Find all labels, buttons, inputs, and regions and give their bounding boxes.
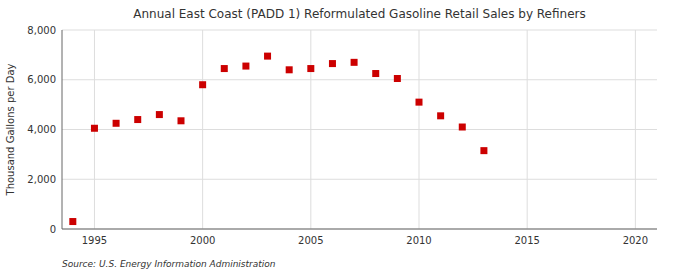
point — [437, 112, 444, 119]
y-tick-label: 4,000 — [27, 124, 56, 135]
point — [91, 125, 98, 132]
point — [394, 75, 401, 82]
x-tick-label: 2020 — [623, 235, 648, 246]
y-tick-label: 6,000 — [27, 74, 56, 85]
chart: Annual East Coast (PADD 1) Reformulated … — [0, 0, 675, 275]
x-grid-line — [202, 30, 203, 229]
x-grid-line — [527, 30, 528, 229]
y-grid-line — [62, 179, 657, 180]
x-grid-line — [419, 30, 420, 229]
point — [221, 65, 228, 72]
x-grid-line — [635, 30, 636, 229]
y-grid-line — [62, 79, 657, 80]
point — [199, 81, 206, 88]
x-tick-label: 2010 — [406, 235, 431, 246]
x-axis-line — [62, 229, 657, 230]
point — [286, 66, 293, 73]
x-tick-label: 1995 — [82, 235, 107, 246]
grid — [62, 30, 657, 229]
y-grid-line — [62, 30, 657, 31]
point — [416, 99, 423, 106]
y-axis-label: Thousand Gallons per Day — [5, 63, 16, 196]
point — [242, 63, 249, 70]
y-axis-line — [62, 30, 63, 229]
point — [156, 111, 163, 118]
source: Source: U.S. Energy Information Administ… — [62, 259, 276, 269]
y-grid-line — [62, 229, 657, 230]
point — [69, 218, 76, 225]
point — [178, 117, 185, 124]
point — [329, 60, 336, 67]
point — [307, 65, 314, 72]
point — [134, 116, 141, 123]
x-tick-label: 2015 — [514, 235, 539, 246]
x-tick-label: 2005 — [298, 235, 323, 246]
y-tick-label: 2,000 — [27, 174, 56, 185]
x-tick-label: 2000 — [190, 235, 215, 246]
y-tick-label: 0 — [50, 224, 56, 235]
point — [480, 147, 487, 154]
point — [351, 59, 358, 66]
point — [264, 53, 271, 60]
point — [372, 70, 379, 77]
point — [459, 124, 466, 131]
y-tick-label: 8,000 — [27, 25, 56, 36]
title: Annual East Coast (PADD 1) Reformulated … — [133, 7, 585, 21]
x-grid-line — [310, 30, 311, 229]
points — [69, 53, 487, 225]
point — [113, 120, 120, 127]
y-grid-line — [62, 129, 657, 130]
